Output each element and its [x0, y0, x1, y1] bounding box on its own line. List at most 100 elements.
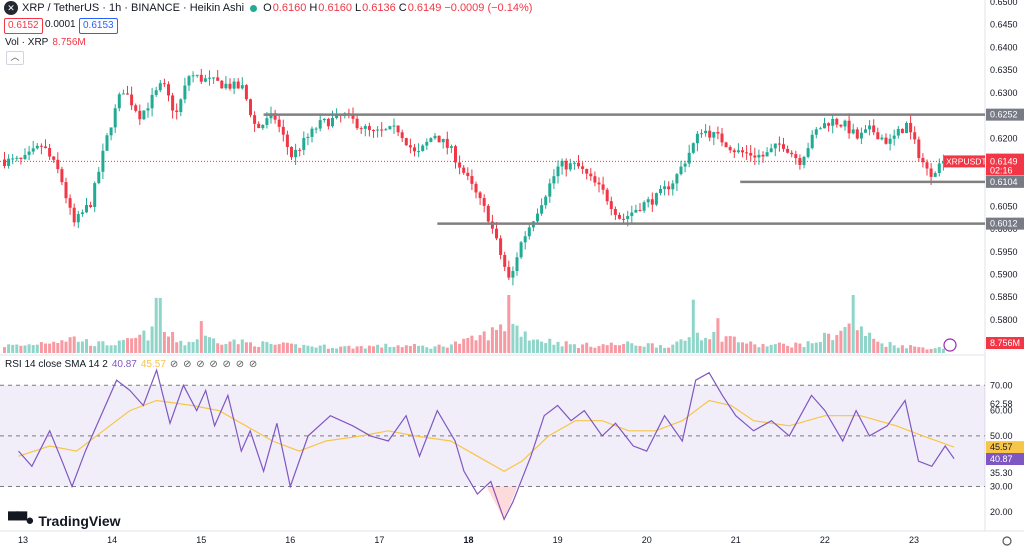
- volume-bar: [753, 344, 757, 353]
- volume-bar: [421, 345, 425, 353]
- volume-bar: [302, 344, 306, 353]
- candle-body: [687, 152, 691, 164]
- candle-body: [109, 127, 113, 136]
- candle-body: [367, 126, 371, 131]
- collapse-legend-button[interactable]: ︿: [6, 51, 24, 65]
- volume-bar: [413, 344, 416, 353]
- candle-body: [851, 129, 855, 134]
- high-value: 0.6160: [318, 2, 352, 14]
- volume-bar: [597, 346, 601, 353]
- candle-body: [355, 118, 359, 129]
- volume-bar: [802, 347, 806, 353]
- candle-body: [486, 205, 490, 222]
- rsi-line: [18, 368, 955, 521]
- volume-bar: [318, 345, 322, 353]
- rsi-axis-tick: 20.00: [990, 507, 1013, 517]
- rsi-axis-tick: 35.30: [990, 468, 1013, 478]
- candle-body: [466, 172, 470, 177]
- volume-bar: [171, 332, 175, 353]
- volume-bar: [675, 341, 679, 353]
- candle-body: [818, 128, 822, 130]
- candle-body: [745, 152, 749, 154]
- symbol-title[interactable]: XRP / TetherUS · 1h · BINANCE · Heikin A…: [22, 2, 245, 14]
- volume-bar: [290, 343, 293, 353]
- candle-body: [462, 167, 466, 173]
- candle-body: [900, 129, 904, 134]
- volume-bar: [466, 337, 470, 353]
- candle-body: [560, 160, 564, 167]
- chart-header: ✕ XRP / TetherUS · 1h · BINANCE · Heikin…: [0, 0, 535, 16]
- price-axis-tick: 0.6450: [990, 20, 1018, 30]
- sell-price-button[interactable]: 0.6152: [4, 18, 43, 34]
- rsi-legend: RSI 14 close SMA 14 2 40.87 45.57 ⊘ ⊘ ⊘ ⊘ ⊘…: [5, 359, 258, 370]
- volume-bar: [265, 342, 269, 353]
- candle-body: [613, 208, 617, 215]
- volume-bar: [507, 295, 511, 353]
- time-axis-tick: 14: [107, 535, 117, 545]
- volume-bar: [322, 344, 326, 353]
- volume-bar: [868, 332, 872, 353]
- candle-body: [408, 145, 412, 148]
- candle-body: [757, 154, 761, 158]
- volume-bar: [56, 343, 60, 353]
- candle-body: [929, 168, 933, 177]
- buy-price-button[interactable]: 0.6153: [79, 18, 118, 34]
- candle-body: [183, 85, 187, 100]
- candle-body: [499, 238, 503, 255]
- rsi-axis-tick: 62.58: [990, 399, 1013, 409]
- candle-body: [695, 133, 699, 144]
- volume-bar: [806, 341, 810, 353]
- volume-bar: [777, 342, 781, 353]
- time-axis-tick: 17: [374, 535, 384, 545]
- volume-bar: [757, 347, 761, 353]
- volume-bar: [52, 341, 56, 353]
- volume-bar: [683, 340, 687, 353]
- candle-body: [716, 132, 720, 134]
- volume-bar: [253, 346, 257, 353]
- volume-bar: [162, 332, 166, 353]
- candle-body: [913, 132, 917, 140]
- settings-gear-icon[interactable]: [1002, 536, 1012, 546]
- candle-body: [376, 129, 380, 131]
- volume-bar: [765, 346, 769, 353]
- volume-bar: [605, 345, 609, 353]
- candle-body: [384, 129, 388, 131]
- candle-body: [60, 169, 64, 183]
- candle-body: [31, 148, 35, 152]
- volume-bar: [515, 325, 519, 353]
- candle-body: [917, 139, 921, 159]
- candle-body: [527, 227, 531, 237]
- volume-bar: [224, 343, 228, 353]
- volume-bar: [228, 341, 232, 353]
- candle-body: [11, 158, 15, 160]
- volume-bar: [195, 339, 199, 353]
- candle-body: [671, 183, 675, 190]
- candle-body: [511, 271, 515, 278]
- volume-bar: [634, 345, 638, 353]
- market-open-dot-icon: [250, 4, 258, 12]
- volume-bar: [835, 335, 839, 353]
- volume-bar: [851, 295, 855, 353]
- volume-label: Vol · XRP: [5, 37, 49, 48]
- candle-body: [138, 110, 142, 120]
- volume-bar: [798, 343, 802, 353]
- candle-body: [89, 205, 93, 207]
- volume-bar: [679, 339, 683, 353]
- volume-bar: [720, 341, 724, 353]
- candle-body: [470, 176, 474, 184]
- rsi-oversold-fill: [486, 486, 518, 520]
- candle-body: [458, 162, 462, 168]
- candle-body: [720, 133, 724, 143]
- level-label: 0.6252: [990, 110, 1018, 120]
- volume-bar: [909, 345, 913, 353]
- candle-body: [253, 115, 257, 124]
- volume-bar: [101, 341, 105, 353]
- volume-bar: [191, 342, 195, 353]
- candle-body: [646, 199, 650, 203]
- level-label-bg: [986, 108, 1024, 121]
- volume-bar: [31, 345, 35, 353]
- volume-bar: [872, 338, 876, 353]
- volume-bar: [437, 344, 441, 353]
- volume-bar: [560, 346, 564, 353]
